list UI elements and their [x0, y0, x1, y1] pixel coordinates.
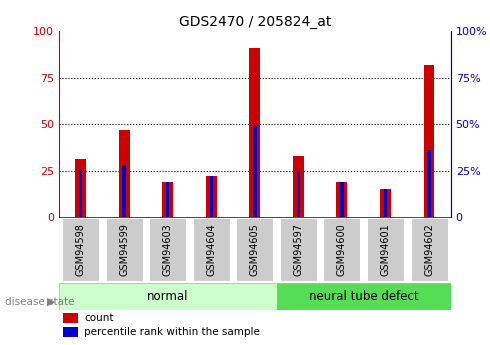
Bar — [210, 176, 213, 217]
Text: normal: normal — [147, 290, 189, 303]
FancyBboxPatch shape — [236, 218, 273, 281]
Bar — [166, 182, 170, 217]
Text: GSM94600: GSM94600 — [337, 223, 347, 276]
Text: disease state: disease state — [5, 297, 74, 307]
Bar — [122, 165, 126, 217]
FancyBboxPatch shape — [62, 218, 99, 281]
Bar — [253, 126, 257, 217]
Bar — [380, 189, 391, 217]
Bar — [249, 48, 260, 217]
Text: GSM94605: GSM94605 — [250, 223, 260, 276]
Bar — [119, 130, 129, 217]
Text: GSM94598: GSM94598 — [75, 223, 86, 276]
Text: ▶: ▶ — [47, 297, 55, 307]
Text: GSM94603: GSM94603 — [163, 223, 172, 276]
Text: count: count — [84, 313, 114, 323]
Bar — [63, 327, 78, 337]
Text: GSM94604: GSM94604 — [206, 223, 216, 276]
Text: GSM94602: GSM94602 — [424, 223, 434, 276]
Bar — [79, 169, 82, 217]
Text: GSM94599: GSM94599 — [119, 223, 129, 276]
Bar — [296, 172, 300, 217]
FancyBboxPatch shape — [106, 218, 143, 281]
FancyBboxPatch shape — [276, 283, 451, 309]
Bar — [75, 159, 86, 217]
Bar — [293, 156, 304, 217]
Text: GSM94597: GSM94597 — [294, 223, 303, 276]
FancyBboxPatch shape — [59, 283, 276, 309]
FancyBboxPatch shape — [149, 218, 186, 281]
FancyBboxPatch shape — [411, 218, 447, 281]
Bar — [423, 65, 435, 217]
Bar — [162, 182, 173, 217]
Bar — [384, 189, 387, 217]
Text: GSM94601: GSM94601 — [380, 223, 391, 276]
Text: percentile rank within the sample: percentile rank within the sample — [84, 327, 260, 337]
Bar — [337, 182, 347, 217]
Bar — [206, 176, 217, 217]
FancyBboxPatch shape — [280, 218, 317, 281]
Title: GDS2470 / 205824_at: GDS2470 / 205824_at — [179, 14, 331, 29]
Text: neural tube defect: neural tube defect — [309, 290, 418, 303]
Bar — [63, 313, 78, 323]
FancyBboxPatch shape — [367, 218, 404, 281]
Bar — [340, 182, 343, 217]
FancyBboxPatch shape — [323, 218, 361, 281]
Bar — [427, 150, 431, 217]
FancyBboxPatch shape — [193, 218, 230, 281]
